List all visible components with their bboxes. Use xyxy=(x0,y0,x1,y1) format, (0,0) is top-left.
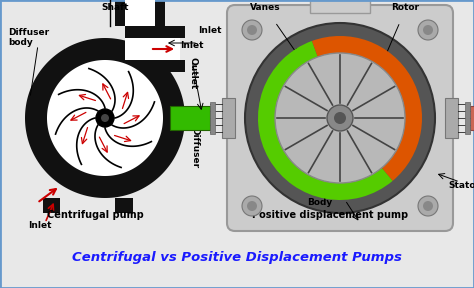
Polygon shape xyxy=(125,26,185,38)
Polygon shape xyxy=(43,198,60,213)
Circle shape xyxy=(96,109,114,127)
Circle shape xyxy=(423,25,433,35)
Wedge shape xyxy=(312,36,422,181)
Text: Positive displacement pump: Positive displacement pump xyxy=(252,210,408,220)
Text: Inlet: Inlet xyxy=(180,41,204,50)
Polygon shape xyxy=(170,106,210,130)
FancyBboxPatch shape xyxy=(227,5,453,231)
Text: Diffuser
body: Diffuser body xyxy=(8,28,49,48)
Circle shape xyxy=(101,114,109,122)
Text: Shaft: Shaft xyxy=(101,3,129,12)
Text: Rotor: Rotor xyxy=(391,3,419,12)
Polygon shape xyxy=(465,102,470,134)
Polygon shape xyxy=(155,0,165,26)
Polygon shape xyxy=(125,60,185,72)
Polygon shape xyxy=(25,38,185,198)
Polygon shape xyxy=(47,60,163,176)
Polygon shape xyxy=(125,0,155,26)
Circle shape xyxy=(418,20,438,40)
Text: Centrifugal vs Positive Displacement Pumps: Centrifugal vs Positive Displacement Pum… xyxy=(72,251,402,264)
Text: Vanes: Vanes xyxy=(250,3,280,12)
Polygon shape xyxy=(222,98,235,138)
Polygon shape xyxy=(445,98,458,138)
Circle shape xyxy=(242,20,262,40)
Circle shape xyxy=(275,53,405,183)
Circle shape xyxy=(327,105,353,131)
Text: Outlet: Outlet xyxy=(189,57,198,89)
Text: Stator: Stator xyxy=(448,181,474,190)
Circle shape xyxy=(418,196,438,216)
Polygon shape xyxy=(115,0,125,26)
Text: Centrifugal pump: Centrifugal pump xyxy=(46,210,143,220)
Circle shape xyxy=(247,201,257,211)
Polygon shape xyxy=(470,106,474,130)
Circle shape xyxy=(242,196,262,216)
Polygon shape xyxy=(310,0,370,13)
Text: Inlet: Inlet xyxy=(28,221,52,230)
Text: Body: Body xyxy=(307,198,333,207)
Text: Diffuser: Diffuser xyxy=(191,127,200,168)
Polygon shape xyxy=(125,38,180,60)
Circle shape xyxy=(247,25,257,35)
Circle shape xyxy=(423,201,433,211)
Circle shape xyxy=(245,23,435,213)
Polygon shape xyxy=(115,198,133,213)
Text: Inlet: Inlet xyxy=(198,26,221,35)
Circle shape xyxy=(334,112,346,124)
Wedge shape xyxy=(258,41,392,200)
Polygon shape xyxy=(210,102,215,134)
